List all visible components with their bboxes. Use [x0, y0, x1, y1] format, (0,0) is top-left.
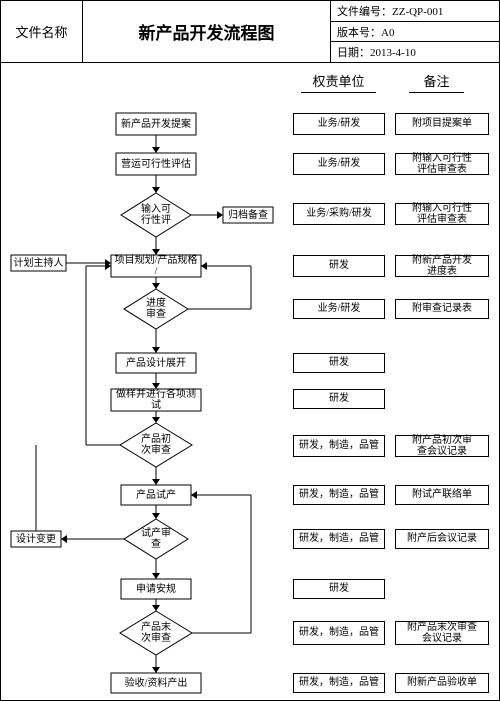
document-page: 文件名称 新产品开发流程图 文件编号：ZZ-QP-001 版本号：A0 日期：2…: [0, 0, 500, 701]
remark-box-1: 附输入可行性评估审查表: [395, 153, 489, 175]
remark-box-3: 附新产品开发进度表: [395, 255, 489, 277]
resp-box-8: 研发，制造，品管: [293, 485, 385, 505]
header-date: 日期：2013-4-10: [331, 42, 499, 62]
resp-box-6: 研发: [293, 389, 385, 409]
resp-box-4: 业务/研发: [293, 299, 385, 319]
resp-box-11: 研发，制造，品管: [293, 621, 385, 645]
resp-box-7: 研发，制造，品管: [293, 435, 385, 457]
flowchart-area: 新产品开发提案营运可行性评估输入可行性评归档备查项目规划/产品规格/计划主持人进…: [1, 63, 499, 700]
remark-box-8: 附试产联络单: [395, 485, 489, 505]
resp-box-0: 业务/研发: [293, 113, 385, 135]
resp-box-12: 研发，制造，品管: [293, 673, 385, 693]
header-doc-no: 文件编号：ZZ-QP-001: [331, 1, 499, 22]
remark-box-12: 附新产品验收单: [395, 673, 489, 693]
resp-box-9: 研发，制造，品管: [293, 529, 385, 549]
resp-box-10: 研发: [293, 579, 385, 599]
remark-box-7: 附产品初次审查会议记录: [395, 435, 489, 457]
resp-box-3: 研发: [293, 255, 385, 277]
header-version: 版本号：A0: [331, 22, 499, 43]
header-meta: 文件编号：ZZ-QP-001 版本号：A0 日期：2013-4-10: [331, 1, 499, 62]
resp-box-1: 业务/研发: [293, 153, 385, 175]
header-title: 新产品开发流程图: [83, 1, 331, 62]
remark-box-9: 附产后会议记录: [395, 529, 489, 549]
remark-box-2: 附输入可行性评估审查表: [395, 203, 489, 225]
header-file-label: 文件名称: [1, 1, 83, 62]
header-table: 文件名称 新产品开发流程图 文件编号：ZZ-QP-001 版本号：A0 日期：2…: [1, 1, 499, 63]
resp-box-5: 研发: [293, 353, 385, 373]
remark-box-0: 附项目提案单: [395, 113, 489, 135]
remark-box-4: 附审查记录表: [395, 299, 489, 319]
remark-box-11: 附产品末次审查会议记录: [395, 621, 489, 645]
resp-box-2: 业务/采购/研发: [293, 203, 385, 225]
